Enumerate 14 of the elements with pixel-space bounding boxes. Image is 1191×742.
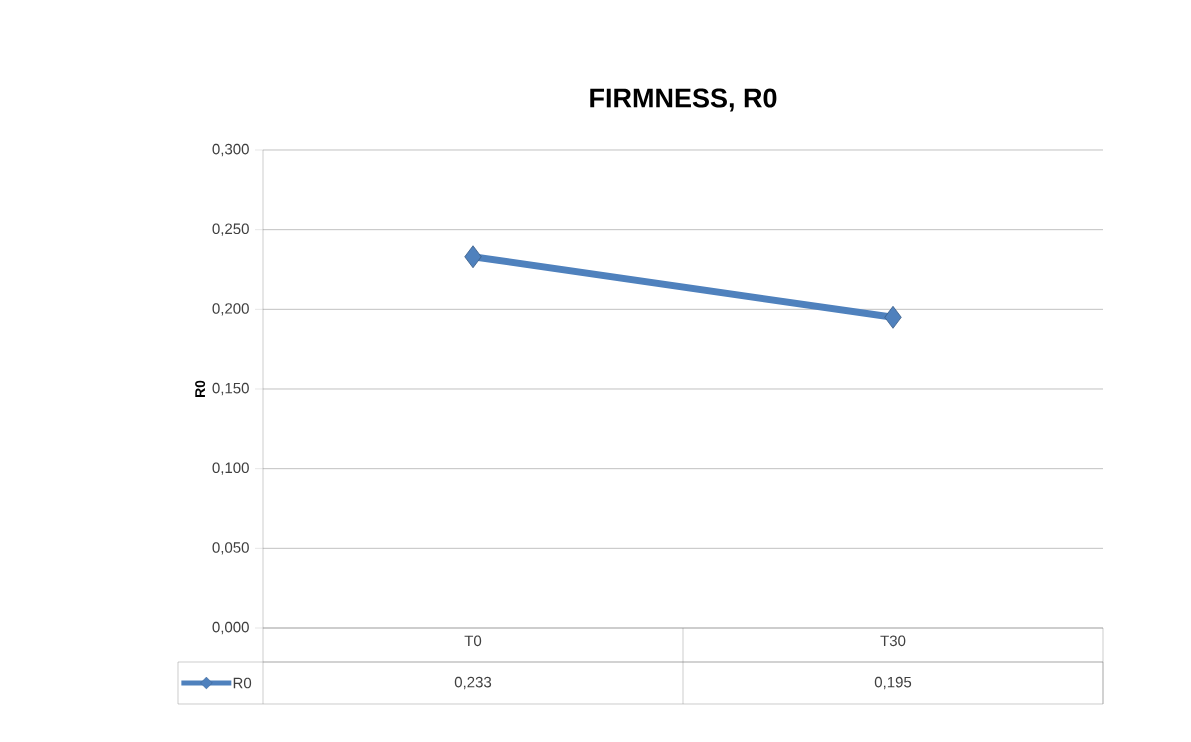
y-tick-label: 0,150 bbox=[212, 382, 249, 396]
y-tick-label: 0,300 bbox=[212, 143, 249, 157]
data-label: 0,195 bbox=[874, 676, 912, 690]
data-label: 0,233 bbox=[454, 676, 492, 690]
chart-title: FIRMNESS, R0 bbox=[590, 88, 777, 112]
y-tick-label: 0,050 bbox=[212, 542, 249, 555]
y-tick-label: 0,250 bbox=[212, 223, 249, 236]
y-tick-label: 0,100 bbox=[212, 462, 249, 475]
x-tick-label: T30 bbox=[880, 635, 906, 647]
x-tick-label: T0 bbox=[464, 635, 482, 647]
legend-label: R0 bbox=[233, 677, 252, 689]
y-tick-label: 0,200 bbox=[212, 303, 249, 316]
y-tick-label: 0,000 bbox=[212, 621, 249, 635]
y-axis-title: R0 bbox=[195, 380, 206, 398]
